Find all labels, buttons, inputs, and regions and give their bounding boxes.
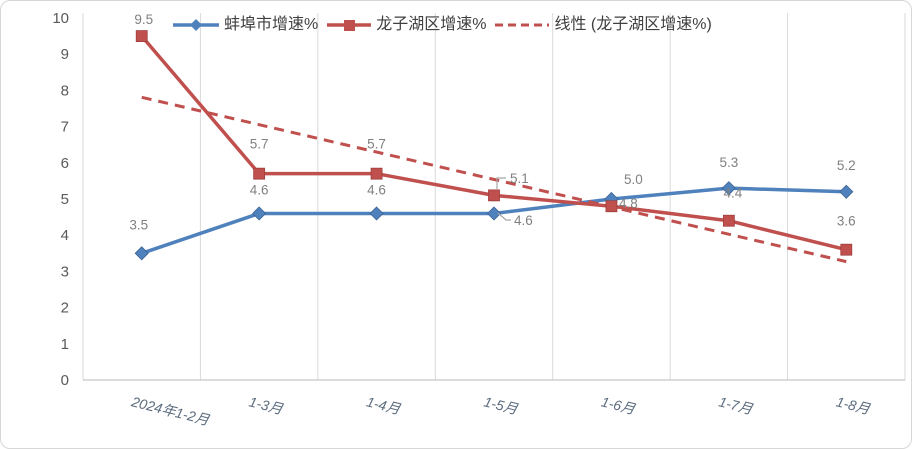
- diamond-marker[interactable]: [721, 181, 736, 196]
- x-tick-label: 1-8月: [835, 393, 873, 417]
- y-tick-label: 0: [61, 372, 69, 389]
- data-label: 4.6: [367, 182, 386, 197]
- legend-item-trendline[interactable]: 线性 (龙子湖区增速%): [495, 16, 712, 33]
- x-tick-label: 1-6月: [600, 393, 638, 417]
- y-tick-label: 6: [61, 155, 69, 172]
- y-tick-label: 10: [52, 10, 69, 27]
- square-marker[interactable]: [605, 200, 618, 213]
- diamond-marker[interactable]: [369, 206, 384, 221]
- data-label: 5.7: [367, 137, 386, 152]
- data-label: 5.7: [250, 137, 269, 152]
- data-label: 3.5: [129, 217, 148, 232]
- y-tick-label: 1: [61, 336, 69, 353]
- legend-swatch-blue-diamond-icon: [173, 19, 219, 31]
- data-label: 5.2: [837, 158, 856, 173]
- square-marker[interactable]: [722, 214, 735, 227]
- label-leader-line: [496, 177, 506, 189]
- legend-item-longzihu[interactable]: 龙子湖区增速%: [327, 17, 486, 33]
- x-tick-label: 1-3月: [247, 393, 285, 417]
- x-tick-label: 1-5月: [482, 393, 520, 417]
- label-leader-line: [497, 212, 511, 221]
- data-label: 4.4: [723, 186, 742, 201]
- square-marker[interactable]: [135, 30, 148, 43]
- y-tick-label: 8: [61, 82, 69, 99]
- legend-label-trendline: 线性 (龙子湖区增速%): [554, 16, 712, 33]
- data-label: 5.3: [719, 155, 738, 170]
- data-label: 4.6: [514, 213, 533, 228]
- square-marker[interactable]: [370, 167, 383, 180]
- chart-legend: 蚌埠市增速% 龙子湖区增速% 线性 (龙子湖区增速%): [173, 17, 712, 33]
- diamond-marker[interactable]: [134, 246, 149, 261]
- legend-label-longzihu: 龙子湖区增速%: [376, 16, 487, 33]
- square-marker[interactable]: [253, 167, 266, 180]
- legend-swatch-dashed-line-icon: [495, 23, 550, 27]
- data-label: 5.0: [624, 172, 643, 187]
- diamond-marker[interactable]: [252, 206, 267, 221]
- y-tick-label: 9: [61, 46, 69, 63]
- square-marker[interactable]: [488, 189, 500, 202]
- x-tick-label: 2024年1-2月: [129, 393, 212, 428]
- y-tick-label: 2: [61, 300, 69, 317]
- y-tick-label: 4: [61, 227, 69, 244]
- legend-item-bengbu[interactable]: 蚌埠市增速%: [173, 17, 318, 33]
- data-label: 3.6: [837, 214, 856, 229]
- x-tick-label: 1-7月: [717, 393, 755, 417]
- data-label: 4.8: [619, 196, 638, 211]
- diamond-marker[interactable]: [486, 206, 502, 221]
- legend-swatch-red-square-icon: [327, 20, 372, 31]
- data-label: 5.1: [510, 171, 529, 186]
- y-tick-label: 5: [61, 191, 69, 208]
- data-label: 4.6: [250, 182, 269, 197]
- diamond-marker[interactable]: [839, 184, 854, 199]
- y-tick-label: 7: [61, 119, 69, 136]
- square-marker[interactable]: [840, 243, 853, 256]
- y-tick-label: 3: [61, 263, 69, 280]
- x-tick-label: 1-4月: [365, 393, 403, 417]
- data-label: 9.5: [134, 12, 153, 27]
- legend-label-bengbu: 蚌埠市增速%: [224, 16, 319, 33]
- trendline[interactable]: [141, 95, 847, 264]
